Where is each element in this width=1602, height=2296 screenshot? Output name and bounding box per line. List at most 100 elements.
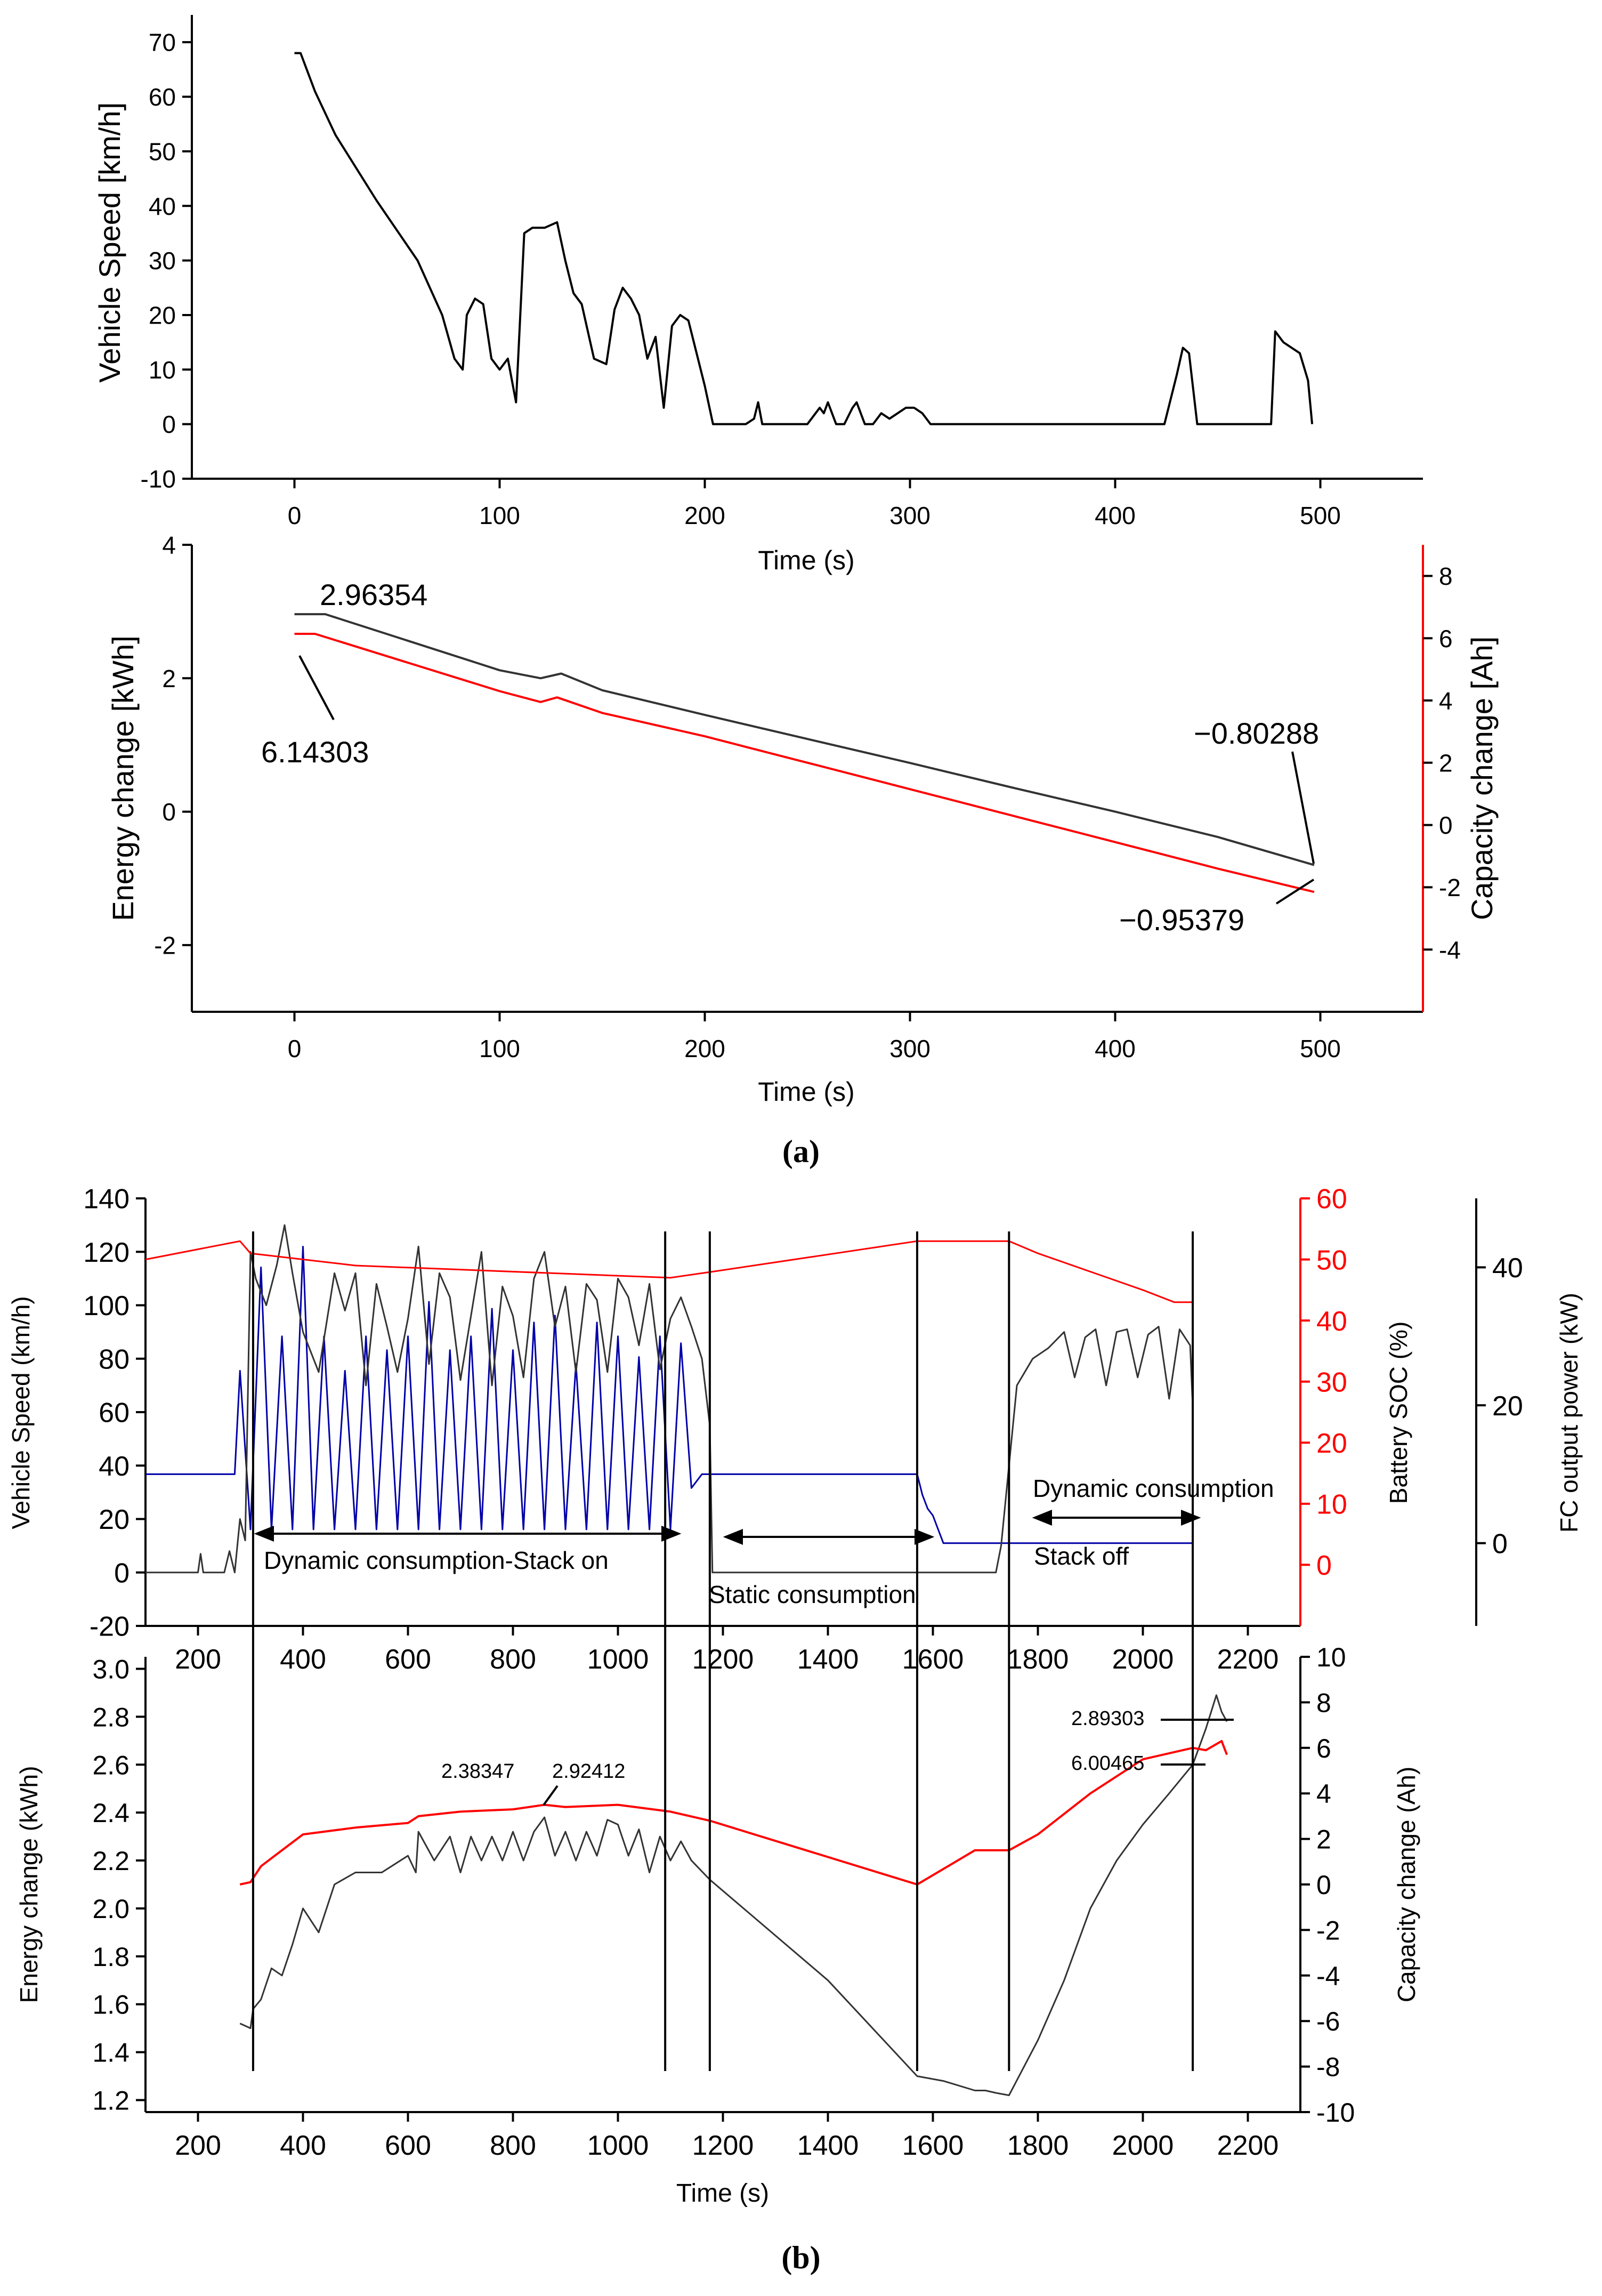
- left-tick-label-40: 40: [99, 1451, 130, 1482]
- x-tick-label-2000: 2000: [1112, 2130, 1174, 2161]
- chart-b-speed-y2label: Battery SOC (%): [1385, 1322, 1412, 1504]
- chart-b-energy-series: [239, 1694, 1228, 2096]
- x-tick-label-400: 400: [280, 2130, 326, 2161]
- left-tick-label-120: 120: [83, 1237, 130, 1268]
- chart-b-speed-x-ticks: 200 400 600 800 1000 1200 1400 1600 1800 2000 2200: [175, 1626, 1279, 1675]
- x-tick-label-200: 200: [175, 2130, 221, 2161]
- chart-a-speed-series: [294, 52, 1314, 425]
- chart-b-speed-y3-ticks: 0 20 40: [1476, 1253, 1523, 1559]
- chart-a-speed-y-ticks: -10 0 10 20 30 40 50 60 70: [141, 29, 192, 493]
- x-tick-label-100: 100: [479, 1035, 520, 1062]
- annotation-b-2-89303: 2.89303: [1071, 1707, 1144, 1730]
- left-tick-label-20: 20: [149, 302, 176, 329]
- right-tick-label-8: 8: [1439, 562, 1453, 590]
- left-tick-label-80: 80: [99, 1344, 130, 1375]
- chart-b-energy-ylabel: Energy change (kWh): [15, 1766, 43, 2003]
- x-tick-label-1200: 1200: [692, 2130, 754, 2161]
- x-tick-label-1600: 1600: [902, 1644, 964, 1675]
- left-tick-label-0: 0: [162, 410, 176, 438]
- x-tick-label-800: 800: [490, 2130, 536, 2161]
- arrow-head-static-left: [723, 1529, 743, 1545]
- right-tick-label-6: 6: [1439, 625, 1453, 652]
- annotation-a-6-14303-leader: [298, 655, 335, 720]
- right-tick-label--6: -6: [1316, 2007, 1340, 2036]
- right-tick-label-0: 0: [1316, 1870, 1331, 1900]
- x-tick-label-0: 0: [288, 1035, 302, 1062]
- x-tick-label-200: 200: [684, 1035, 725, 1062]
- arrow-head-static-right: [915, 1529, 935, 1545]
- x-tick-label-500: 500: [1300, 1035, 1341, 1062]
- chart-a-energy: 0 100 200 300 400 500 -2 0 2 4 -4 -2 0 2 4 6 8 Energy …: [106, 531, 1499, 1107]
- right-tick-label-40: 40: [1492, 1253, 1523, 1284]
- chart-a-energy-y2-ticks: -4 -2 0 2 4 6 8: [1423, 562, 1461, 964]
- chart-b-speed-y3label: FC output power (kW): [1555, 1293, 1583, 1533]
- x-tick-label-500: 500: [1300, 502, 1341, 529]
- right-tick-label-4: 4: [1316, 1779, 1331, 1809]
- annotation-a-0-80288: −0.80288: [1194, 716, 1319, 750]
- chart-b-energy: 200 400 600 800 1000 1200 1400 1600 1800 2000 2200…: [15, 1642, 1420, 2208]
- x-tick-label-400: 400: [280, 1644, 326, 1675]
- x-tick-label-300: 300: [889, 502, 931, 529]
- right-tick-label-10: 10: [1316, 1489, 1347, 1520]
- chart-a-speed: 0 100 200 300 400 500 -10 0 10 20 30 40 50 60 70 Vehi…: [93, 15, 1423, 575]
- arrow-head-stack-off-right: [1181, 1510, 1201, 1526]
- chart-a-energy-ylabel: Energy change [kWh]: [106, 635, 140, 921]
- x-tick-label-1800: 1800: [1007, 1644, 1069, 1675]
- chart-b-speed: 200 400 600 800 1000 1200 1400 1600 1800 2000 2200…: [7, 1184, 1583, 1675]
- left-tick-label-60: 60: [99, 1398, 130, 1429]
- annotation-a-0-80288-leader: [1291, 751, 1315, 864]
- arrow-head-dynamic-left: [254, 1526, 274, 1542]
- right-tick-label-4: 4: [1439, 687, 1453, 715]
- right-tick-label--4: -4: [1316, 1961, 1340, 1991]
- left-tick-label-2.2: 2.2: [92, 1846, 130, 1876]
- left-tick-label-140: 140: [83, 1184, 130, 1215]
- left-tick-label-3: 3.0: [92, 1654, 130, 1684]
- series-capacity-change: [239, 1740, 1228, 1886]
- range-arrows: [254, 1510, 1201, 1545]
- series-energy-change: [239, 1694, 1228, 2096]
- left-tick-label-70: 70: [149, 29, 176, 57]
- chart-a-energy-series: [294, 613, 1315, 893]
- left-tick-label-2: 2.0: [92, 1894, 130, 1924]
- x-tick-label-1200: 1200: [692, 1644, 754, 1675]
- annotation-b-2-38347: 2.38347: [441, 1760, 514, 1783]
- left-tick-label-1.8: 1.8: [92, 1942, 130, 1972]
- left-tick-label--10: -10: [141, 465, 176, 493]
- annotation-b-6-00465: 6.00465: [1071, 1752, 1144, 1775]
- right-tick-label-40: 40: [1316, 1306, 1347, 1337]
- chart-a-speed-ylabel: Vehicle Speed [km/h]: [93, 102, 126, 383]
- x-tick-label-1800: 1800: [1007, 2130, 1069, 2161]
- chart-b-energy-y2-ticks: -10 -8 -6 -4 -2 0 2 4 6 8 10: [1300, 1642, 1355, 2128]
- annotation-b-2-92412-leader: [543, 1785, 559, 1806]
- right-tick-label--4: -4: [1439, 936, 1461, 964]
- left-tick-label-10: 10: [149, 356, 176, 384]
- chart-a-energy-xlabel: Time (s): [758, 1077, 854, 1107]
- arrow-head-stack-off-left: [1032, 1510, 1052, 1526]
- chart-b-energy-y-ticks: 1.2 1.4 1.6 1.8 2.0 2.2 2.4 2.6 2.8 3.0: [92, 1654, 145, 2116]
- right-tick-label-20: 20: [1316, 1428, 1347, 1459]
- chart-b-energy-y2label: Capacity change (Ah): [1393, 1767, 1420, 2002]
- left-tick-label-100: 100: [83, 1291, 130, 1322]
- left-tick-label-2.8: 2.8: [92, 1702, 130, 1732]
- series-vehicle-speed: [294, 52, 1314, 425]
- x-tick-label-1400: 1400: [797, 1644, 859, 1675]
- right-tick-label-50: 50: [1316, 1245, 1347, 1276]
- x-tick-label-2000: 2000: [1112, 1644, 1174, 1675]
- arrow-head-dynamic-right: [661, 1526, 682, 1542]
- x-tick-label-200: 200: [684, 502, 725, 529]
- chart-b-speed-y2-ticks: 0 10 20 30 40 50 60: [1300, 1184, 1347, 1581]
- series-vehicle-speed: [145, 1224, 1194, 1574]
- left-tick-label-60: 60: [149, 83, 176, 111]
- x-tick-label-200: 200: [175, 1644, 221, 1675]
- left-tick-label-0: 0: [114, 1558, 130, 1589]
- label-dynamic-stack-on: Dynamic consumption-Stack on: [264, 1546, 609, 1574]
- right-tick-label-6: 6: [1316, 1734, 1331, 1763]
- chart-a-speed-x-ticks: 0 100 200 300 400 500: [288, 479, 1341, 529]
- x-tick-label-800: 800: [490, 1644, 536, 1675]
- series-fc-output-power: [145, 1246, 1193, 1544]
- x-tick-label-0: 0: [288, 502, 302, 529]
- left-tick-label-1.2: 1.2: [92, 2086, 130, 2116]
- x-tick-label-600: 600: [385, 2130, 431, 2161]
- caption-a: (a): [782, 1134, 820, 1169]
- left-tick-label-1.6: 1.6: [92, 1990, 130, 2020]
